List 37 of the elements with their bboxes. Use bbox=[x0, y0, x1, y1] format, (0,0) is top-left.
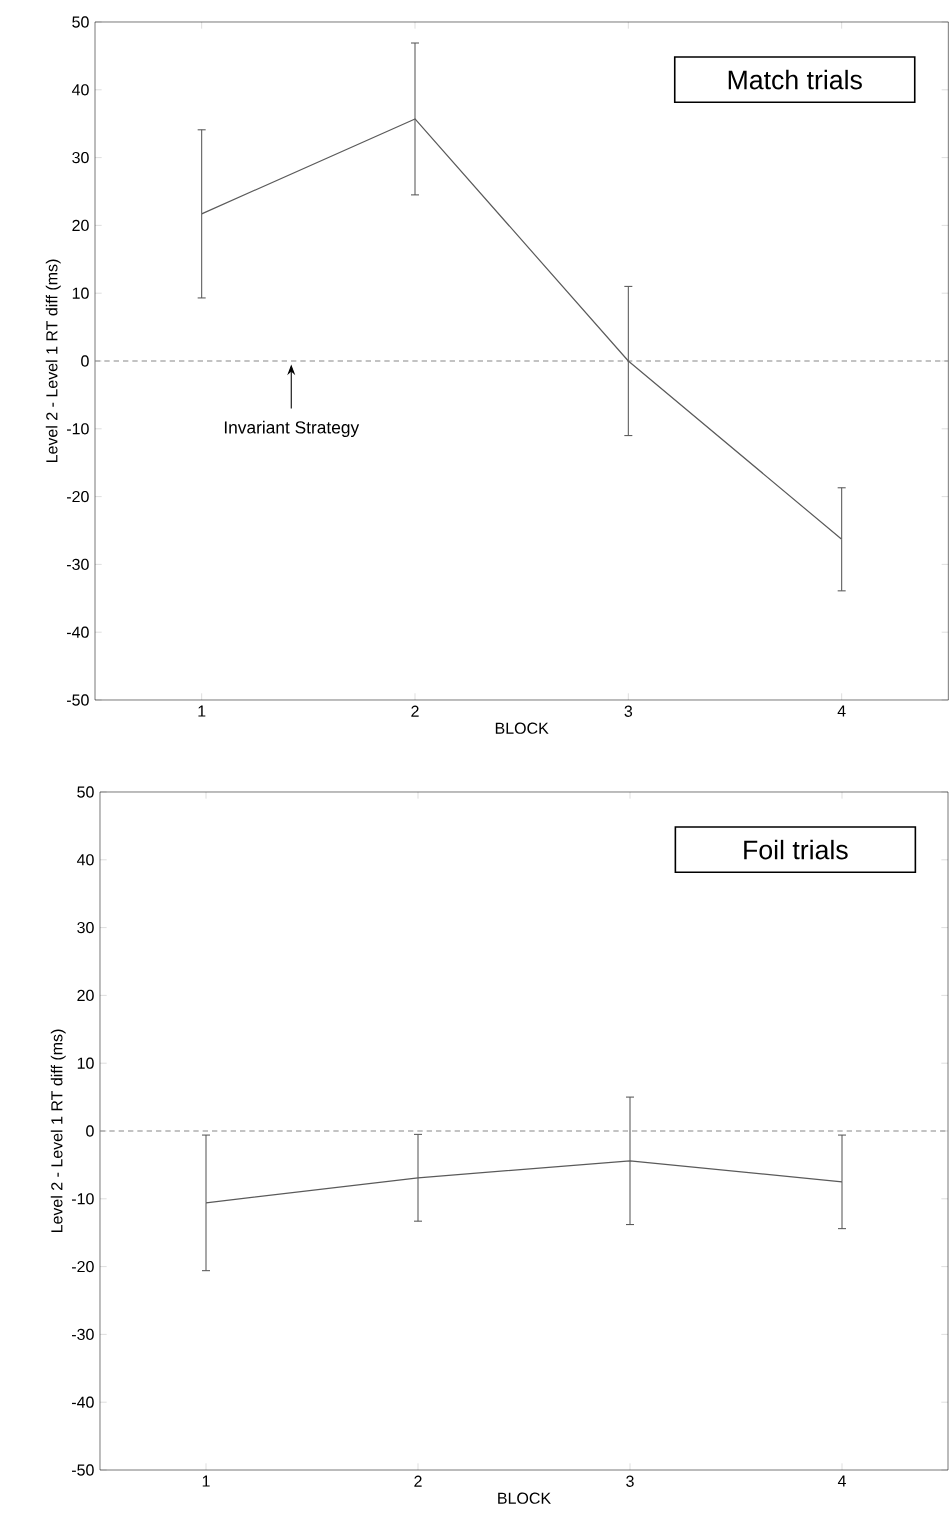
x-tick-label: 3 bbox=[624, 705, 633, 717]
y-tick-label: -30 bbox=[71, 1328, 94, 1341]
annotation: Match trials bbox=[728, 69, 862, 90]
y-tick-label: -20 bbox=[66, 490, 89, 503]
y-tick-label: -40 bbox=[66, 626, 89, 638]
x-tick-label: 2 bbox=[411, 705, 419, 717]
y-axis-title: Level 2 - Level 1 RT diff (ms) bbox=[50, 1029, 66, 1233]
y-tick-label: -10 bbox=[66, 423, 89, 435]
y-tick-label: 20 bbox=[72, 219, 89, 232]
x-tick-label: 3 bbox=[626, 1475, 634, 1487]
y-tick-label: 20 bbox=[77, 989, 94, 1002]
y-tick-label: 40 bbox=[71, 84, 89, 96]
y-tick-label: 30 bbox=[72, 151, 89, 164]
x-tick-label: 2 bbox=[414, 1475, 422, 1487]
y-tick-label: 30 bbox=[77, 921, 94, 934]
y-tick-label: 10 bbox=[77, 1057, 94, 1069]
y-tick-label: -10 bbox=[71, 1193, 94, 1205]
y-axis-title: Level 2 - Level 1 RT diff (ms) bbox=[45, 259, 61, 463]
y-tick-label: 0 bbox=[81, 355, 89, 367]
y-tick-label: 50 bbox=[77, 786, 94, 798]
x-tick-label: 1 bbox=[198, 705, 206, 717]
y-tick-label: 40 bbox=[76, 854, 94, 866]
y-tick-label: -50 bbox=[66, 694, 89, 706]
x-tick-label: 1 bbox=[202, 1475, 210, 1487]
y-tick-label: 10 bbox=[72, 287, 89, 299]
y-tick-label: -40 bbox=[71, 1396, 94, 1408]
x-axis-title: BLOCK bbox=[495, 722, 549, 734]
y-tick-label: 0 bbox=[86, 1125, 94, 1137]
y-tick-label: 50 bbox=[72, 16, 89, 28]
y-tick-label: -30 bbox=[66, 558, 89, 571]
y-tick-label: -50 bbox=[71, 1464, 94, 1476]
annotation: Invariant Strategy bbox=[224, 420, 360, 437]
x-tick-label: 4 bbox=[837, 1475, 846, 1487]
y-tick-label: -20 bbox=[71, 1260, 94, 1273]
x-axis-title: BLOCK bbox=[498, 1492, 551, 1504]
x-tick-label: 4 bbox=[837, 705, 846, 717]
annotation: Foil trials bbox=[744, 839, 848, 860]
